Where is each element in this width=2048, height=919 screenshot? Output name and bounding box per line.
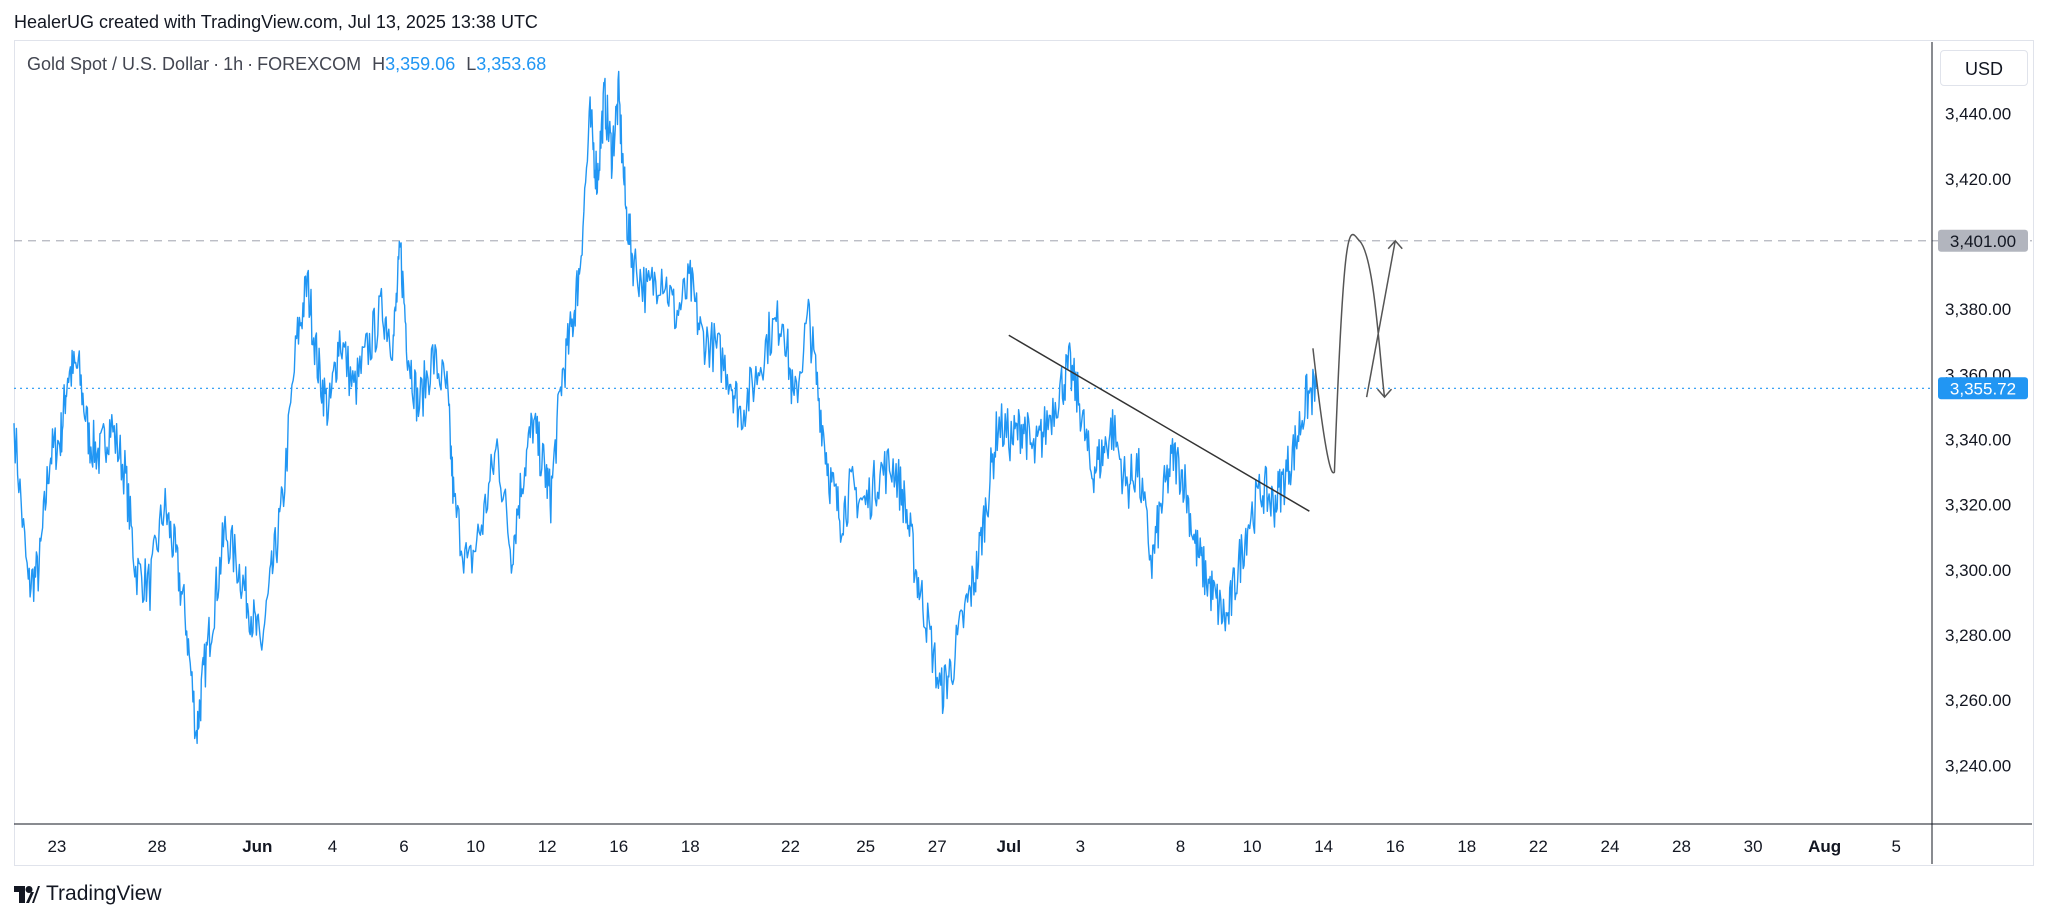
price-tick-label: 3,300.00 xyxy=(1945,561,2011,580)
price-tick-label: 3,280.00 xyxy=(1945,626,2011,645)
time-tick-label: 28 xyxy=(148,837,167,856)
time-tick-label: 25 xyxy=(856,837,875,856)
current-price-label: 3,355.72 xyxy=(1950,379,2016,398)
low-label: L xyxy=(466,54,477,74)
time-tick-label: 3 xyxy=(1076,837,1085,856)
tradingview-footer[interactable]: TradingView xyxy=(14,882,162,906)
time-tick-label: 22 xyxy=(781,837,800,856)
time-tick-label: 12 xyxy=(538,837,557,856)
price-tick-label: 3,440.00 xyxy=(1945,105,2011,124)
time-tick-label: 18 xyxy=(681,837,700,856)
chart-attribution: HealerUG created with TradingView.com, J… xyxy=(14,12,538,32)
time-tick-label: 16 xyxy=(609,837,628,856)
price-tick-label: 3,260.00 xyxy=(1945,691,2011,710)
time-tick-label: 6 xyxy=(399,837,408,856)
low-value: 3,353.68 xyxy=(476,54,547,74)
time-tick-label: 10 xyxy=(1243,837,1262,856)
currency-selector-button[interactable]: USD xyxy=(1940,50,2028,86)
resistance-price-label: 3,401.00 xyxy=(1950,232,2016,251)
price-tick-label: 3,380.00 xyxy=(1945,300,2011,319)
time-tick-label: Jul xyxy=(997,837,1022,856)
time-tick-label: 8 xyxy=(1176,837,1185,856)
time-tick-label: 14 xyxy=(1314,837,1333,856)
resistance-price-badge xyxy=(1938,229,2028,252)
price-tick-label: 3,240.00 xyxy=(1945,756,2011,775)
exchange-label: FOREXCOM xyxy=(257,54,362,74)
current-price-badge xyxy=(1938,377,2028,400)
price-tick-label: 3,340.00 xyxy=(1945,431,2011,450)
projection-arrow-up-head xyxy=(1387,239,1403,250)
high-label: H xyxy=(372,54,386,74)
tradingview-logo-icon xyxy=(14,885,40,903)
time-tick-label: 24 xyxy=(1600,837,1619,856)
time-tick-label: 10 xyxy=(466,837,485,856)
tradingview-brand-label: TradingView xyxy=(46,882,162,905)
time-tick-label: 23 xyxy=(47,837,66,856)
time-tick-label: Aug xyxy=(1808,837,1841,856)
projection-path xyxy=(1312,233,1386,474)
high-value: 3,359.06 xyxy=(385,54,456,74)
trendline xyxy=(1008,334,1310,512)
projection-arrow-down-head xyxy=(1376,388,1393,399)
interval-label: 1h xyxy=(223,54,244,74)
symbol-legend: Gold Spot / U.S. Dollar · 1h · FOREXCOM H3,3… xyxy=(27,54,547,74)
time-tick-label: Jun xyxy=(242,837,272,856)
time-tick-label: 27 xyxy=(928,837,947,856)
time-tick-label: 18 xyxy=(1457,837,1476,856)
projection-arrow-up-line xyxy=(1365,240,1396,398)
price-tick-label: 3,420.00 xyxy=(1945,170,2011,189)
time-tick-label: 4 xyxy=(328,837,337,856)
price-tick-label: 3,320.00 xyxy=(1945,496,2011,515)
time-tick-label: 28 xyxy=(1672,837,1691,856)
symbol-name: Gold Spot / U.S. Dollar xyxy=(27,54,210,74)
price-series-line xyxy=(13,70,1318,745)
time-tick-label: 16 xyxy=(1386,837,1405,856)
time-tick-label: 5 xyxy=(1891,837,1900,856)
time-tick-label: 22 xyxy=(1529,837,1548,856)
time-tick-label: 30 xyxy=(1744,837,1763,856)
